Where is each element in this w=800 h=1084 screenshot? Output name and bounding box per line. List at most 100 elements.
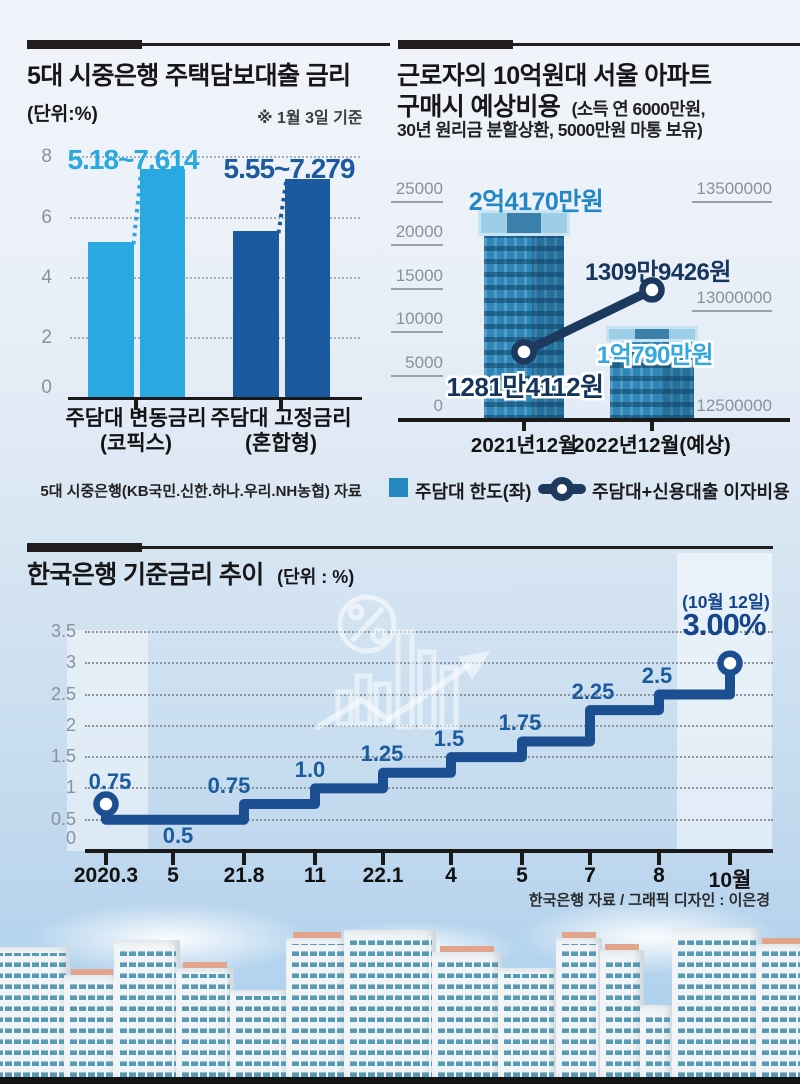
base-rate-step-line	[101, 658, 735, 825]
x-tick	[313, 852, 317, 865]
step-label: 1.5	[433, 726, 465, 751]
chart1-title: 5대 시중은행 주택담보대출 금리	[27, 62, 351, 90]
gridline-y	[70, 276, 360, 279]
left-axis-tick-label: 0	[433, 396, 443, 415]
right-axis-tick-label: 13000000	[692, 288, 772, 312]
x-tick	[381, 852, 385, 865]
y-tick-label: 2.5	[50, 683, 76, 704]
bottom-black-bar	[0, 1077, 800, 1084]
bar-value-label-2022: 1억790만원	[596, 342, 714, 369]
x-tick	[650, 420, 654, 431]
x-tick-label: 10월	[708, 869, 752, 892]
chart3-title: 한국은행 기준금리 추이	[27, 561, 264, 589]
apartment-tower	[756, 938, 800, 1077]
x-tick-label: 21.8	[223, 864, 265, 887]
tower-roof-cap-icon	[440, 946, 494, 952]
tower-windows	[604, 956, 640, 1077]
x-tick	[242, 852, 246, 865]
y-tick-label: 2	[41, 326, 52, 348]
section-rule-right-thin	[513, 43, 800, 46]
gridline-y	[85, 662, 773, 665]
range-connector	[276, 181, 288, 234]
apartment-tower	[114, 940, 180, 1077]
y-tick-label: 0	[41, 377, 52, 398]
x-tick	[588, 852, 592, 865]
legend-label-interest: 주담대+신용대출 이자비용	[592, 482, 790, 502]
step-label: 0.75	[88, 769, 132, 794]
tower-windows	[502, 974, 554, 1077]
tower-windows	[234, 996, 286, 1077]
tower-windows	[348, 936, 432, 1077]
rate-bar	[284, 179, 330, 398]
chart2-title-condition1: (소득 연 6000만원,	[571, 99, 706, 119]
y-tick-label: 1.5	[50, 746, 76, 767]
step-label: 1.0	[294, 757, 326, 782]
annotation-value: 3.00%	[682, 607, 767, 642]
apartment-tower	[64, 969, 120, 1077]
step-label: 0.75	[207, 773, 251, 798]
legend-line-circle-icon	[550, 477, 574, 501]
y-tick-label: 3	[65, 652, 76, 673]
x-tick	[279, 398, 283, 410]
gridline-y	[70, 336, 360, 339]
x-tick-label: 2020.3	[73, 864, 139, 887]
apartment-tower	[230, 990, 290, 1077]
tower-roof-cap-icon	[605, 944, 639, 950]
y-tick-label: 0	[65, 828, 76, 848]
percent-circle-icon	[337, 594, 397, 654]
section-rule-right-thick	[398, 40, 513, 49]
apartment-tower	[640, 1005, 674, 1077]
base-rate-marker	[717, 650, 743, 676]
tower-windows	[290, 944, 344, 1077]
x-tick	[728, 852, 732, 865]
left-axis-tick-label: 15000	[391, 266, 443, 290]
right-axis-tick-label: 13500000	[692, 179, 772, 203]
y-tick-label: 8	[41, 146, 52, 168]
tower-roof-cap-icon	[762, 938, 800, 944]
apartment-tower	[432, 946, 502, 1077]
left-axis-tick-label: 5000	[391, 353, 443, 377]
building-tower	[484, 236, 564, 420]
apartment-tower	[556, 932, 602, 1077]
apartment-tower	[600, 944, 644, 1077]
chart2-xlabel-2022: 2022년12월(예상)	[573, 434, 731, 457]
apartment-tower	[498, 968, 558, 1077]
gridline-y	[70, 216, 360, 219]
chart2-title-line2-bold: 구매시 예상비용	[397, 93, 561, 121]
x-tick-label: 7	[584, 864, 596, 887]
step-label: 0.5	[162, 823, 194, 848]
range-label-variable: 5.18~7.614	[67, 144, 200, 175]
x-tick	[449, 852, 453, 865]
legend-swatch-square	[389, 478, 408, 497]
chart2-xlabel-2021: 2021년12월	[470, 434, 578, 457]
tower-windows	[760, 950, 800, 1077]
y-tick-label: 3.5	[50, 620, 76, 641]
rate-bar	[139, 169, 185, 398]
step-label: 1.25	[360, 741, 404, 766]
chart1-note: ※ 1월 3일 기준	[257, 110, 363, 127]
x-tick	[104, 852, 108, 865]
chart2-title-condition2: 30년 원리금 분할상환, 5000만원 마통 보유)	[397, 120, 703, 140]
y-tick-label: 1	[65, 777, 76, 798]
x-tick-label: 5	[516, 864, 528, 887]
x-axis	[68, 396, 362, 400]
category-label-fixed: 주담대 고정금리 (혼합형)	[210, 406, 351, 456]
rate-bar	[88, 242, 134, 398]
tower-roof-cap-icon	[293, 932, 341, 938]
tower-roof-cap-icon	[70, 969, 114, 975]
x-axis	[398, 418, 790, 422]
gridline-y	[85, 787, 773, 790]
interest-cost-marker	[639, 277, 665, 303]
tower-roof-cap-icon	[182, 962, 228, 968]
chart2-title-line1: 근로자의 10억원대 서울 아파트	[397, 62, 712, 90]
tower-windows	[644, 1011, 670, 1077]
interest-cost-line	[519, 285, 657, 357]
category-line1: 주담대 고정금리	[210, 407, 352, 430]
annotation-date: (10월 12일)	[682, 592, 770, 612]
gridline-y	[85, 818, 773, 821]
credit-line: 한국은행 자료 / 그래픽 디자인 : 이은경	[528, 892, 770, 909]
bar-value-label-2021: 2억4170만원	[468, 188, 604, 216]
